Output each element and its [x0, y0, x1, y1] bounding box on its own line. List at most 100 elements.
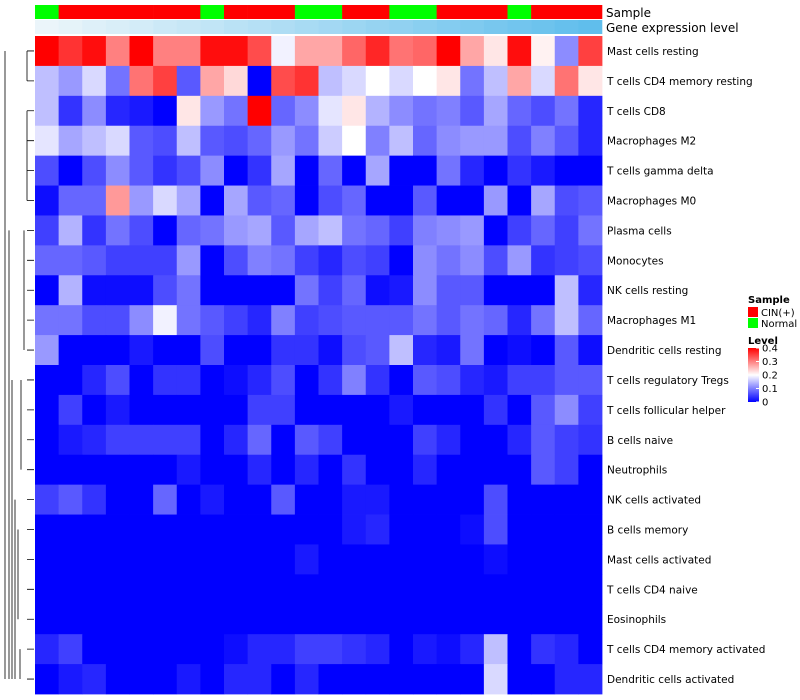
expression-annotation-cell: [531, 20, 556, 34]
legend-tick-label: 0.4: [762, 344, 778, 355]
heatmap-cell: [436, 484, 461, 515]
heatmap-cell: [389, 95, 414, 127]
heatmap-cell: [578, 424, 603, 456]
heatmap-cell: [531, 245, 556, 276]
heatmap-cell: [294, 155, 319, 186]
heatmap-cell: [82, 514, 107, 545]
heatmap-cell: [318, 245, 343, 276]
heatmap-cell: [531, 604, 556, 635]
heatmap-cell: [436, 424, 461, 456]
heatmap-cell: [507, 574, 532, 605]
heatmap-cell: [105, 514, 130, 545]
heatmap-cell: [365, 424, 390, 456]
heatmap-cell: [129, 424, 154, 456]
heatmap-cell: [129, 365, 154, 396]
heatmap-cell: [224, 514, 249, 545]
heatmap-cell: [35, 514, 60, 545]
heatmap-cell: [365, 215, 390, 246]
heatmap-cell: [294, 65, 319, 97]
heatmap-cell: [58, 604, 83, 635]
heatmap-cell: [436, 394, 461, 426]
heatmap-cell: [129, 155, 154, 186]
expression-annotation-cell: [294, 20, 319, 34]
heatmap-cell: [578, 574, 603, 605]
heatmap-cell: [436, 245, 461, 276]
heatmap-cell: [578, 65, 603, 97]
heatmap-cell: [413, 544, 438, 575]
heatmap-cell: [247, 36, 272, 67]
heatmap-cell: [436, 215, 461, 246]
heatmap-cell: [318, 125, 343, 157]
heatmap-cell: [35, 245, 60, 276]
legend-tick-label: 0.1: [762, 384, 778, 395]
heatmap-cell: [413, 155, 438, 186]
heatmap-cell: [224, 634, 249, 665]
heatmap-cell: [271, 95, 296, 127]
heatmap-cell: [531, 65, 556, 97]
heatmap-cell: [342, 185, 367, 216]
heatmap-cell: [460, 335, 485, 366]
heatmap-cell: [389, 215, 414, 246]
heatmap-cell: [105, 394, 130, 426]
heatmap-cell: [507, 36, 532, 67]
heatmap-cell: [82, 365, 107, 396]
heatmap-cell: [578, 514, 603, 545]
heatmap-cell: [247, 454, 272, 486]
heatmap-cell: [531, 275, 556, 306]
heatmap-cell: [271, 664, 296, 695]
heatmap-cell: [153, 65, 178, 97]
heatmap-cell: [224, 36, 249, 67]
heatmap-cell: [483, 424, 508, 456]
heatmap-cell: [129, 275, 154, 306]
heatmap-cell: [153, 335, 178, 366]
heatmap-cell: [365, 365, 390, 396]
expression-annotation-cell: [413, 20, 437, 34]
heatmap-cell: [176, 664, 201, 695]
heatmap-cell: [413, 574, 438, 605]
heatmap-cell: [129, 95, 154, 127]
heatmap-cell: [200, 664, 225, 695]
heatmap-cell: [35, 394, 60, 426]
heatmap-cell: [460, 155, 485, 186]
heatmap-cell: [460, 394, 485, 426]
expression-annotation-cell: [176, 20, 201, 34]
heatmap-cell: [413, 275, 438, 306]
heatmap-cell: [247, 185, 272, 216]
heatmap-cell: [578, 335, 603, 366]
heatmap-cell: [82, 335, 107, 366]
heatmap-cell: [507, 335, 532, 366]
heatmap-cell: [58, 305, 83, 336]
heatmap-cell: [413, 365, 438, 396]
heatmap-cell: [105, 604, 130, 635]
heatmap-cell: [247, 155, 272, 186]
row-label: T cells CD4 naive: [606, 584, 698, 596]
heatmap-cell: [531, 544, 556, 575]
heatmap-cell: [483, 394, 508, 426]
heatmap-cell: [507, 275, 532, 306]
heatmap-cell: [507, 484, 532, 515]
heatmap-cell: [271, 634, 296, 665]
heatmap-cell: [224, 215, 249, 246]
heatmap-cell: [413, 245, 438, 276]
heatmap-cell: [460, 95, 485, 127]
heatmap-cell: [436, 185, 461, 216]
heatmap-cell: [58, 634, 83, 665]
heatmap-cell: [318, 305, 343, 336]
heatmap-cell: [389, 65, 414, 97]
heatmap-cell: [35, 275, 60, 306]
heatmap-cell: [105, 335, 130, 366]
heatmap-cell: [578, 95, 603, 127]
heatmap-cell: [153, 634, 178, 665]
heatmap-cell: [318, 574, 343, 605]
heatmap-cell: [105, 155, 130, 186]
heatmap-cell: [483, 365, 508, 396]
heatmap-cell: [554, 604, 579, 635]
heatmap-cell: [247, 634, 272, 665]
heatmap-cell: [554, 185, 579, 216]
heatmap-cell: [35, 155, 60, 186]
heatmap-cell: [365, 604, 390, 635]
heatmap-cell: [176, 245, 201, 276]
heatmap-cell: [129, 484, 154, 515]
heatmap-cell: [578, 544, 603, 575]
heatmap-cell: [35, 664, 60, 695]
